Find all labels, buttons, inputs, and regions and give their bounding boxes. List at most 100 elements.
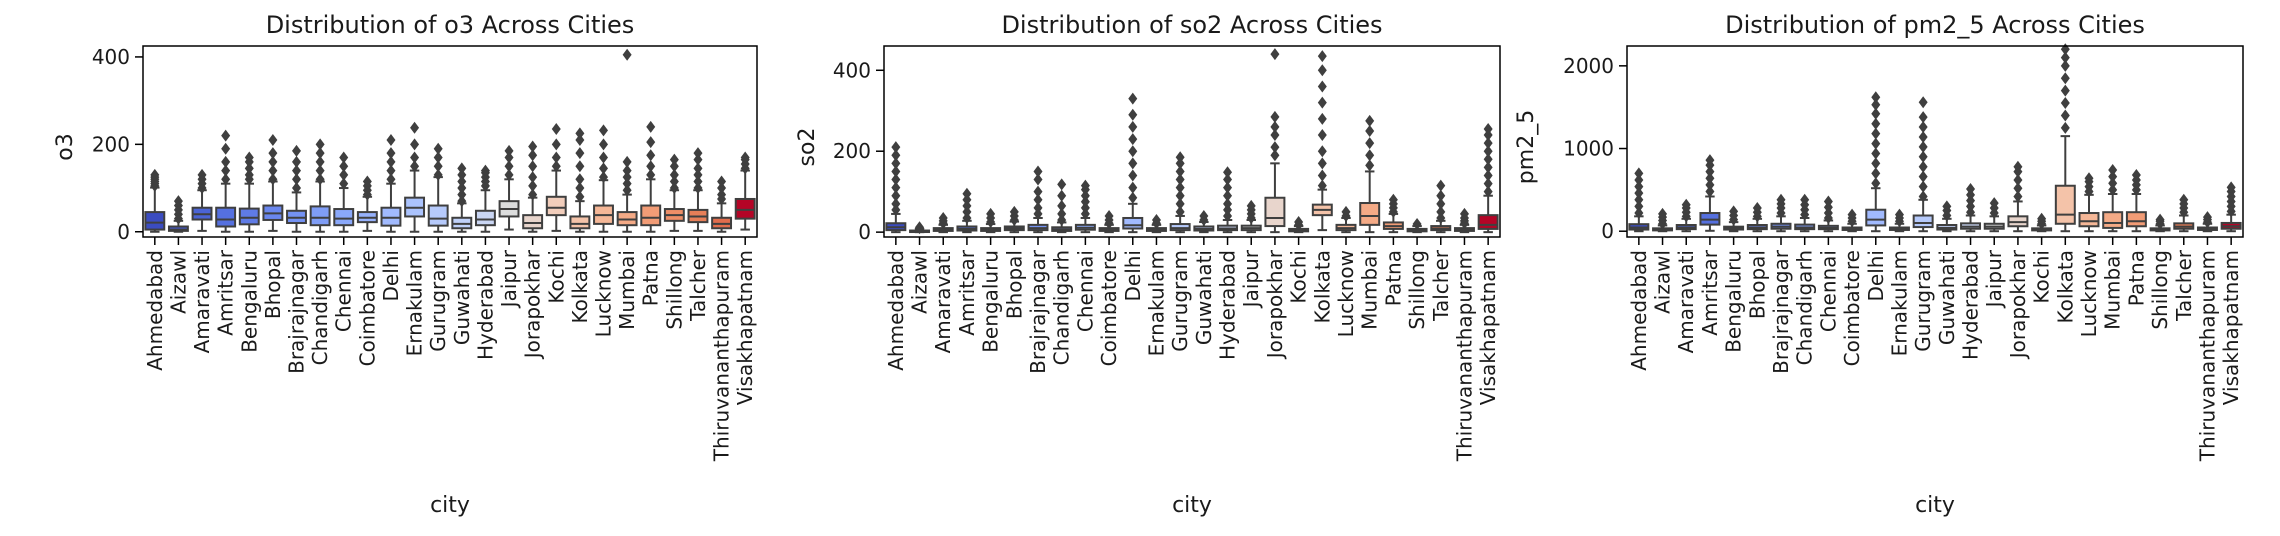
outlier-point [1918,96,1928,109]
x-tick-label: Jorapokhar [1263,249,1287,360]
box [2125,211,2147,228]
box-jaipur [1240,199,1262,234]
chart-title: Distribution of pm2_5 Across Cities [1725,11,2145,39]
y-tick-label: 0 [1601,219,1614,243]
outlier-point [339,168,349,181]
outlier-point [669,175,679,188]
x-tick-label: Chennai [1816,250,1840,332]
outlier-point [891,181,901,194]
box-aizawl [1652,207,1674,233]
outlier-point [669,153,679,166]
outlier-point [1270,129,1280,142]
x-tick-label: Jaipur [1982,249,2006,309]
outlier-point [962,199,972,212]
box [2102,211,2124,229]
outlier-point [1705,165,1715,178]
x-tick-label: Delhi [379,250,403,302]
outlier-point [1634,167,1644,180]
box-aizawl [909,221,931,235]
outlier-point [1918,111,1928,124]
box [640,204,662,227]
outlier-point [1317,169,1327,182]
outlier-point [1871,177,1881,190]
outlier-point [891,141,901,154]
outlier-point [1223,189,1233,202]
outlier-point [292,182,301,195]
outlier-point [1294,216,1304,229]
box-ahmedabad [144,168,166,233]
outlier-point [1080,195,1090,208]
x-tick-label: Kochi [544,250,568,304]
box-amaravati [932,211,954,234]
outlier-point [1483,129,1493,142]
x-tick-label: Bengaluru [979,250,1003,353]
axes-frame [883,45,1501,238]
outlier-point [1317,80,1327,93]
x-tick-label: Ahmedabad [143,250,167,371]
x-tick-label: Visakhapatnam [2219,250,2243,405]
outlier-point [433,142,443,155]
box-guwahati [1193,209,1215,234]
outlier-point [1270,141,1280,154]
box-kolkata [569,127,591,233]
outlier-point [1246,199,1256,212]
outlier-point [1033,165,1043,178]
outlier-point [2155,213,2165,226]
outlier-point [292,155,301,168]
box-chennai [1817,195,1839,233]
outlier-point [1057,178,1067,191]
outlier-point [891,189,901,202]
box-chennai [333,151,355,233]
box [1477,214,1499,230]
outlier-point [433,168,443,181]
outlier-point [173,195,183,208]
outlier-point [1175,173,1185,186]
y-tick-label: 200 [92,132,130,156]
outlier-point [1223,209,1233,222]
x-tick-label: Coimbatore [1840,250,1864,366]
outlier-point [386,164,396,177]
x-tick-label: Aizawl [166,250,190,314]
outlier-point [1057,214,1067,227]
y-tick-label: 0 [858,220,871,244]
outlier-point [457,188,467,201]
box-thiruvananthapuram [2196,211,2218,233]
box [1865,208,1887,227]
x-tick-label: Thiruvananthapuram [1452,250,1476,462]
outlier-point [646,168,656,181]
outlier-point [599,138,608,151]
x-tick-label: Coimbatore [1097,250,1121,366]
outlier-point [1033,207,1043,220]
outlier-point [2060,109,2070,122]
outlier-point [551,151,561,164]
outlier-point [339,160,349,173]
outlier-point [528,179,538,192]
outlier-point [244,151,254,164]
box [1912,214,1934,229]
box-amritsar [1699,154,1721,232]
outlier-point [1175,189,1185,202]
outlier-point [1871,147,1881,160]
outlier-point [1823,195,1833,208]
outlier-point [1128,157,1138,170]
box-delhi [380,133,402,233]
outlier-point [1634,200,1644,213]
outlier-point [1658,207,1668,220]
x-tick-label: Talcher [686,249,710,322]
outlier-point [1483,161,1493,174]
x-tick-label: Amaravati [190,250,214,353]
box-coimbatore [1841,208,1863,233]
x-tick-label: Hyderabad [1216,250,1240,360]
outlier-point [1128,169,1138,182]
x-tick-label: Jaipur [1239,249,1263,309]
outlier-point [2060,72,2070,85]
box-guwahati [1936,200,1958,233]
outlier-point [1918,130,1928,143]
box-chandigarh [1051,178,1073,234]
box [1169,223,1191,232]
outlier-point [2108,164,2118,177]
outlier-point [646,160,656,173]
outlier-point [386,173,396,186]
box-ahmedabad [885,141,907,234]
outlier-point [1033,185,1043,198]
